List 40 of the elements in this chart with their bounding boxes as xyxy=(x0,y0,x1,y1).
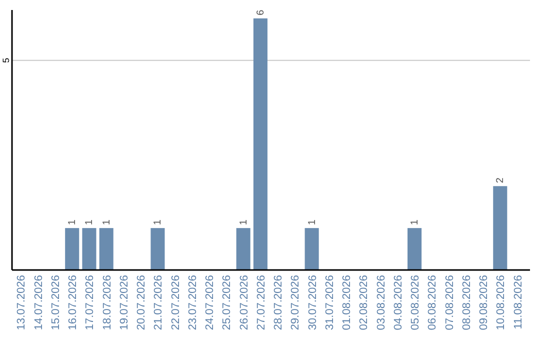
x-tick-label: 17.07.2026 xyxy=(84,275,96,330)
x-tick-label: 31.07.2026 xyxy=(324,275,336,330)
x-tick-label: 01.08.2026 xyxy=(341,275,354,330)
data-label: 6 xyxy=(255,9,266,16)
x-tick-label: 26.07.2026 xyxy=(238,275,250,330)
x-tick-label: 20.07.2026 xyxy=(136,275,148,330)
x-tick-label: 22.07.2026 xyxy=(170,275,182,330)
x-tick-label: 04.08.2026 xyxy=(392,275,404,330)
data-label: 1 xyxy=(67,219,78,226)
x-tick-label: 25.07.2026 xyxy=(221,275,234,330)
data-label: 1 xyxy=(306,219,318,226)
y-tick-label: 5 xyxy=(1,58,11,63)
x-tick-label: 06.08.2026 xyxy=(426,275,439,330)
x-tick-label: 18.07.2026 xyxy=(101,275,114,330)
x-tick-label: 16.07.2026 xyxy=(67,275,80,330)
x-tick-label: 21.07.2026 xyxy=(152,275,165,330)
x-tick-label: 29.07.2026 xyxy=(290,275,302,330)
x-tick-label: 23.07.2026 xyxy=(186,275,199,330)
x-tick-label: 15.07.2026 xyxy=(50,275,62,330)
x-tick-label: 10.08.2026 xyxy=(495,275,508,330)
x-tick-label: 13.07.2026 xyxy=(16,275,28,330)
data-label: 1 xyxy=(84,219,96,226)
x-tick-label: 11.08.2026 xyxy=(512,275,524,330)
data-label: 1 xyxy=(101,219,112,226)
x-tick-label: 24.07.2026 xyxy=(204,275,216,330)
x-tick-label: 03.08.2026 xyxy=(375,275,388,330)
x-tick-label: 28.07.2026 xyxy=(272,275,285,330)
data-label: 1 xyxy=(238,219,250,226)
data-label: 1 xyxy=(410,219,421,226)
x-tick-label: 07.08.2026 xyxy=(444,275,456,330)
x-tick-label: 05.08.2026 xyxy=(410,275,422,330)
data-label: 1 xyxy=(152,219,164,226)
x-tick-label: 09.08.2026 xyxy=(478,275,490,330)
x-tick-label: 30.07.2026 xyxy=(306,275,319,330)
x-tick-label: 08.08.2026 xyxy=(460,275,473,330)
data-label: 2 xyxy=(495,177,506,184)
x-tick-label: 19.07.2026 xyxy=(118,275,130,330)
x-tick-label: 02.08.2026 xyxy=(358,275,370,330)
x-tick-label: 14.07.2026 xyxy=(32,275,45,330)
x-tick-label: 27.07.2026 xyxy=(255,275,268,330)
